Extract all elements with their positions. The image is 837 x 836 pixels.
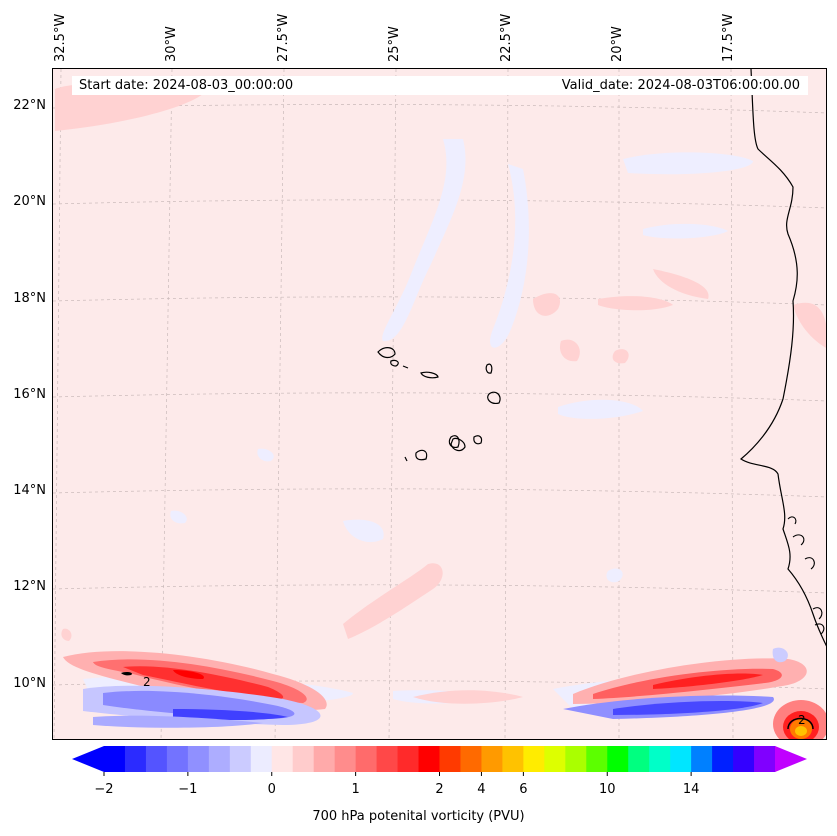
colorbar-cell [670,746,692,772]
map-panel: 2 2 [52,68,827,740]
colorbar-tick-label: 2 [435,782,444,797]
lat-label-22n: 22°N [13,98,46,113]
colorbar-under-arrow [72,746,104,772]
colorbar-cell [145,746,168,772]
colorbar-cell [229,746,252,772]
cape-verde-islands [377,347,501,462]
colorbar-cell [607,746,629,772]
colorbar-cell [166,746,189,772]
colorbar-cell [439,746,461,772]
colorbar-cell [481,746,503,772]
pv-background-field [53,69,826,739]
colorbar-cell [208,746,231,772]
colorbar-tick-label: 6 [519,782,528,797]
lon-label-25w: 25°W [387,26,402,62]
colorbar-cell [502,746,524,772]
colorbar-cell [733,746,755,772]
colorbar-cell [397,746,420,772]
pv-max-hotspot [773,700,826,739]
lon-label-20w: 20°W [610,26,625,62]
map-canvas: 2 2 [53,69,826,739]
colorbar-tick-label: 1 [351,782,360,797]
colorbar-tick-label: 0 [267,782,276,797]
colorbar-cell [250,746,273,772]
pv-east-streak [563,647,807,719]
lat-label-10n: 10°N [13,676,46,691]
pv-west-streak [63,651,327,711]
lon-label-17-5w: 17.5°W [721,13,736,62]
lat-label-12n: 12°N [13,579,46,594]
colorbar-cell [691,746,713,772]
lat-label-18n: 18°N [13,291,46,306]
colorbar-cell [460,746,482,772]
colorbar-cell [544,746,566,772]
colorbar-cell [292,746,315,772]
colorbar-cell [628,746,650,772]
lon-label-22-5w: 22.5°W [499,13,514,62]
colorbar-cell [104,746,126,772]
colorbar-cell [376,746,399,772]
colorbar-cell [754,746,776,772]
colorbar-cell [355,746,378,772]
colorbar-tick-label: 4 [477,782,486,797]
lat-label-16n: 16°N [13,387,46,402]
contour-label-west: 2 [143,675,151,689]
colorbar-tick-label: −1 [178,782,198,797]
lon-label-32-5w: 32.5°W [53,13,68,62]
colorbar-tick-label: 10 [598,782,616,797]
pv-west-negative-band [83,685,321,728]
colorbar-over-arrow [775,746,807,772]
colorbar-cell [523,746,545,772]
lat-label-14n: 14°N [13,483,46,498]
start-date-label: Start date: 2024-08-03_00:00:00 [79,78,294,93]
colorbar-cell [418,746,440,772]
colorbar-cell [586,746,608,772]
colorbar-cell [334,746,357,772]
colorbar-cell [313,746,336,772]
colorbar [72,746,807,776]
colorbar-tick-label: 14 [682,782,700,797]
colorbar-title: 700 hPa potenital vorticity (PVU) [312,809,525,824]
african-coastline [739,69,826,647]
lon-label-30w: 30°W [164,26,179,62]
lon-label-27-5w: 27.5°W [276,13,291,62]
colorbar-cell [649,746,671,772]
lat-label-20n: 20°N [13,194,46,209]
colorbar-cell [187,746,210,772]
colorbar-cell [271,746,294,772]
colorbar-tick-label: −2 [94,782,114,797]
colorbar-cell [712,746,734,772]
contour-label-east: 2 [798,713,806,727]
colorbar-cell [124,746,147,772]
info-bar [72,76,808,95]
coast-fragments [787,516,825,635]
valid-date-label: Valid_date: 2024-08-03T06:00:00.00 [561,78,800,93]
colorbar-cell [565,746,587,772]
